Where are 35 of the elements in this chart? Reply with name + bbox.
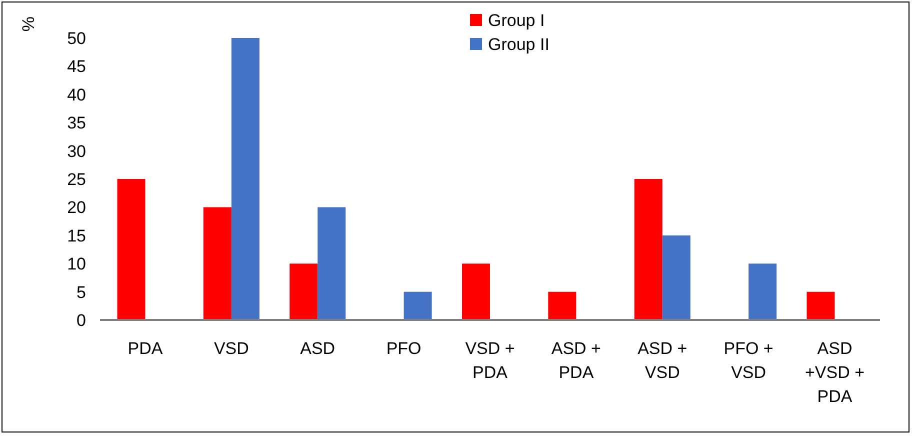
bar [548, 292, 576, 320]
legend-label: Group I [488, 10, 545, 30]
y-axis-title: % [18, 16, 38, 32]
bar [290, 264, 318, 320]
bar [117, 179, 146, 320]
y-tick-label: 50 [67, 28, 86, 48]
x-tick-label: VSD [214, 339, 249, 358]
x-tick-label: ASD [300, 339, 336, 358]
y-tick-label: 35 [67, 114, 86, 133]
x-tick-label: ASD + PDA [551, 339, 602, 382]
x-tick-label: PFO + VSD [724, 339, 774, 382]
bar [662, 235, 690, 320]
bar [748, 264, 777, 320]
bar [404, 292, 432, 320]
y-tick-label: 0 [76, 310, 86, 330]
bar [634, 179, 662, 320]
x-tick-label: VSD + PDA [465, 339, 515, 382]
bar [203, 207, 232, 320]
x-tick-label: PFO [386, 339, 422, 358]
y-tick-label: 25 [67, 170, 86, 189]
y-tick-label: 15 [67, 226, 86, 246]
y-tick-label: 10 [67, 254, 86, 274]
bar [318, 207, 346, 320]
bar [462, 264, 490, 320]
y-tick-label: 45 [67, 57, 86, 76]
y-tick-label: 40 [67, 85, 86, 104]
bar [231, 38, 260, 320]
x-tick-label: PDA [128, 339, 164, 358]
legend-label: Group II [488, 34, 550, 54]
y-tick-label: 30 [67, 142, 86, 161]
y-tick-label: 20 [67, 198, 86, 218]
x-tick-label: ASD + VSD [638, 339, 688, 382]
x-tick-label: ASD +VSD + PDA [804, 339, 865, 406]
y-tick-label: 5 [76, 282, 86, 302]
bar [806, 292, 835, 320]
